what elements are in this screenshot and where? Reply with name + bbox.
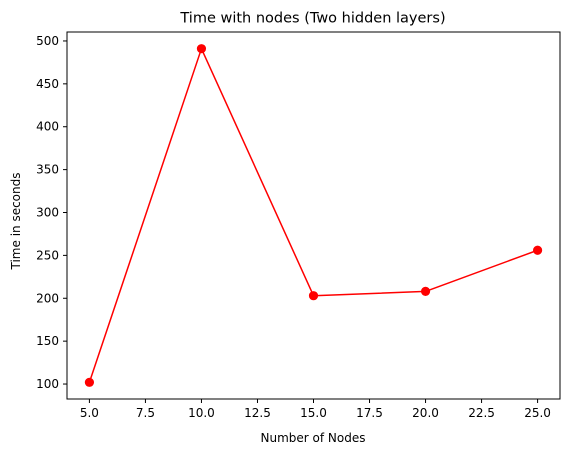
y-tick-label: 200 [36, 291, 59, 305]
y-tick-label: 250 [36, 248, 59, 262]
x-tick-label: 7.5 [136, 406, 155, 420]
y-tick-label: 500 [36, 34, 59, 48]
data-point [84, 377, 95, 387]
y-tick-label: 100 [36, 377, 59, 391]
y-tick-label: 400 [36, 120, 59, 134]
y-tick-label: 300 [36, 205, 59, 219]
data-point [532, 245, 543, 255]
x-axis-label: Number of Nodes [261, 431, 366, 445]
x-tick-label: 22.5 [468, 406, 495, 420]
x-tick-label: 5.0 [80, 406, 99, 420]
y-axis: 100 150 200 250 300 350 400 450 500 [36, 34, 67, 391]
plot-area [66, 31, 561, 400]
y-tick-label: 450 [36, 77, 59, 91]
y-axis-label: Time in seconds [9, 173, 23, 271]
x-tick-label: 15.0 [300, 406, 327, 420]
x-tick-label: 20.0 [412, 406, 439, 420]
x-axis: 5.0 7.5 10.0 12.5 15.0 17.5 20.0 22.5 25.0 [80, 399, 551, 420]
data-point [420, 286, 431, 296]
x-tick-label: 17.5 [356, 406, 383, 420]
chart-title: Time with nodes (Two hidden layers) [179, 11, 445, 27]
y-tick-label: 350 [36, 163, 59, 177]
x-tick-label: 10.0 [188, 406, 215, 420]
x-tick-label: 25.0 [524, 406, 551, 420]
series-layer [84, 44, 543, 387]
data-point [308, 291, 319, 301]
y-tick-label: 150 [36, 334, 59, 348]
data-point [196, 44, 207, 54]
x-tick-label: 12.5 [244, 406, 271, 420]
